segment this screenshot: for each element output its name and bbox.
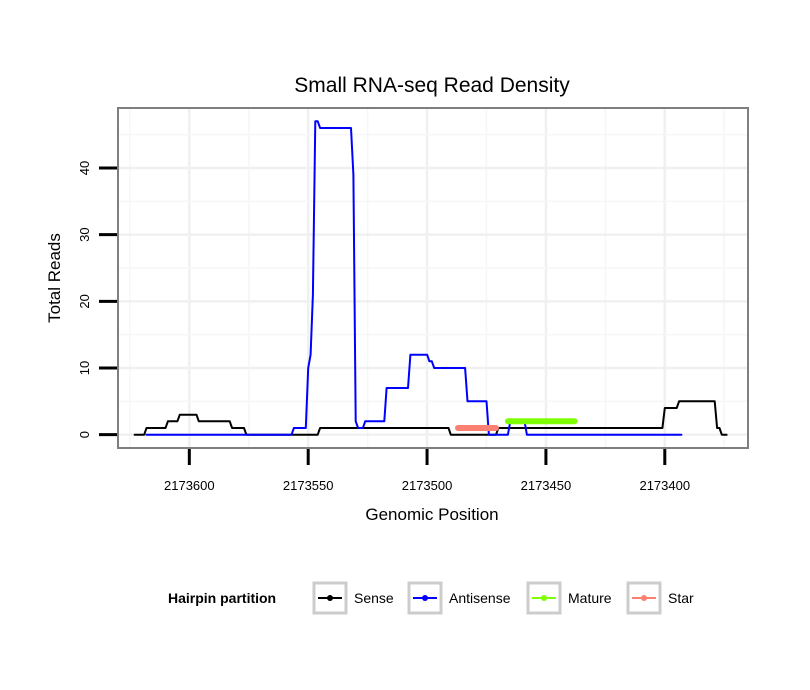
series-line-antisense: [145, 120, 683, 436]
y-axis: 0 10 20 30 40: [77, 161, 117, 438]
plot-border: [117, 107, 749, 449]
legend-key-dot-star: [641, 595, 647, 601]
legend-label-sense: Sense: [354, 590, 394, 606]
y-tick-label: 20: [77, 294, 92, 308]
legend-label-antisense: Antisense: [449, 590, 511, 606]
chart-title: Small RNA-seq Read Density: [294, 74, 570, 97]
legend-item-mature: Mature: [526, 581, 612, 615]
y-tick-label: 0: [77, 431, 92, 438]
legend-label-star: Star: [668, 590, 694, 606]
y-axis-label: Total Reads: [45, 233, 64, 323]
legend-label-mature: Mature: [568, 590, 612, 606]
x-tick-label: 2173600: [164, 478, 215, 493]
series-line-sense: [133, 400, 728, 436]
legend-title: Hairpin partition: [168, 590, 276, 606]
x-axis-label: Genomic Position: [365, 505, 498, 524]
x-tick-label: 2173450: [521, 478, 572, 493]
y-tick-label: 40: [77, 161, 92, 175]
legend-item-antisense: Antisense: [407, 581, 511, 615]
plot-panel: [118, 108, 748, 448]
y-tick-label: 30: [77, 227, 92, 241]
x-tick-label: 2173550: [283, 478, 334, 493]
x-axis: 2173600 2173550 2173500 2173450 2173400: [164, 449, 690, 493]
legend-key-dot-sense: [327, 595, 333, 601]
x-tick-label: 2173400: [639, 478, 690, 493]
legend: Hairpin partition Sense Antisense Mature…: [168, 581, 694, 615]
x-tick-label: 2173500: [402, 478, 453, 493]
legend-item-star: Star: [626, 581, 694, 615]
legend-key-dot-mature: [541, 595, 547, 601]
y-tick-label: 10: [77, 361, 92, 375]
legend-key-dot-antisense: [422, 595, 428, 601]
series-layer: [133, 120, 728, 436]
legend-item-sense: Sense: [312, 581, 394, 615]
